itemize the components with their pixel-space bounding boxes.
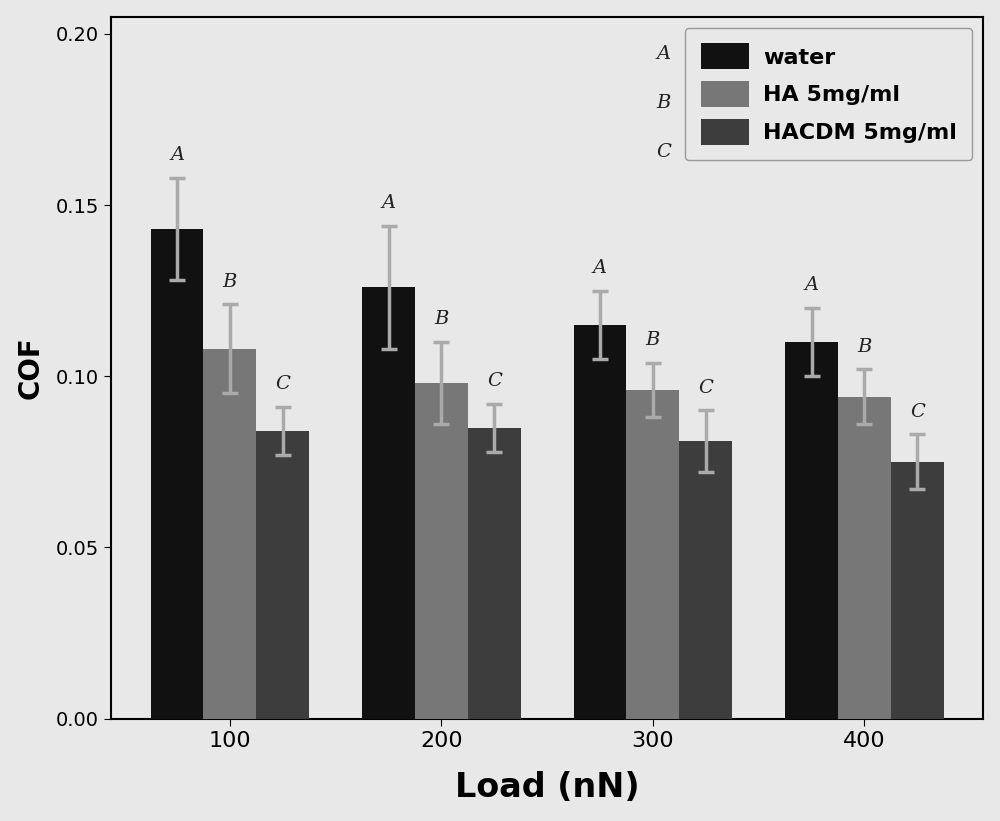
Text: C: C: [910, 403, 925, 420]
Text: A: A: [170, 146, 184, 164]
Bar: [203, 349, 256, 718]
Text: A: A: [657, 44, 671, 62]
Bar: [626, 390, 679, 718]
Legend: water, HA 5mg/ml, HACDM 5mg/ml: water, HA 5mg/ml, HACDM 5mg/ml: [685, 28, 972, 160]
Bar: [415, 383, 468, 718]
Y-axis label: COF: COF: [17, 337, 45, 399]
Bar: [679, 442, 732, 718]
Text: A: A: [804, 276, 819, 294]
X-axis label: Load (nN): Load (nN): [455, 772, 639, 805]
Bar: [256, 431, 309, 718]
Text: B: B: [646, 331, 660, 349]
Bar: [838, 397, 891, 718]
Text: C: C: [275, 375, 290, 393]
Bar: [574, 325, 626, 718]
Bar: [785, 342, 838, 718]
Text: A: A: [381, 194, 396, 212]
Text: B: B: [857, 337, 872, 355]
Text: C: C: [487, 372, 502, 390]
Text: C: C: [657, 143, 671, 161]
Bar: [891, 462, 944, 718]
Text: A: A: [593, 259, 607, 277]
Text: B: B: [657, 94, 671, 112]
Bar: [362, 287, 415, 718]
Bar: [468, 428, 521, 718]
Text: B: B: [223, 273, 237, 291]
Bar: [151, 229, 203, 718]
Text: C: C: [698, 378, 713, 397]
Text: B: B: [434, 310, 449, 328]
